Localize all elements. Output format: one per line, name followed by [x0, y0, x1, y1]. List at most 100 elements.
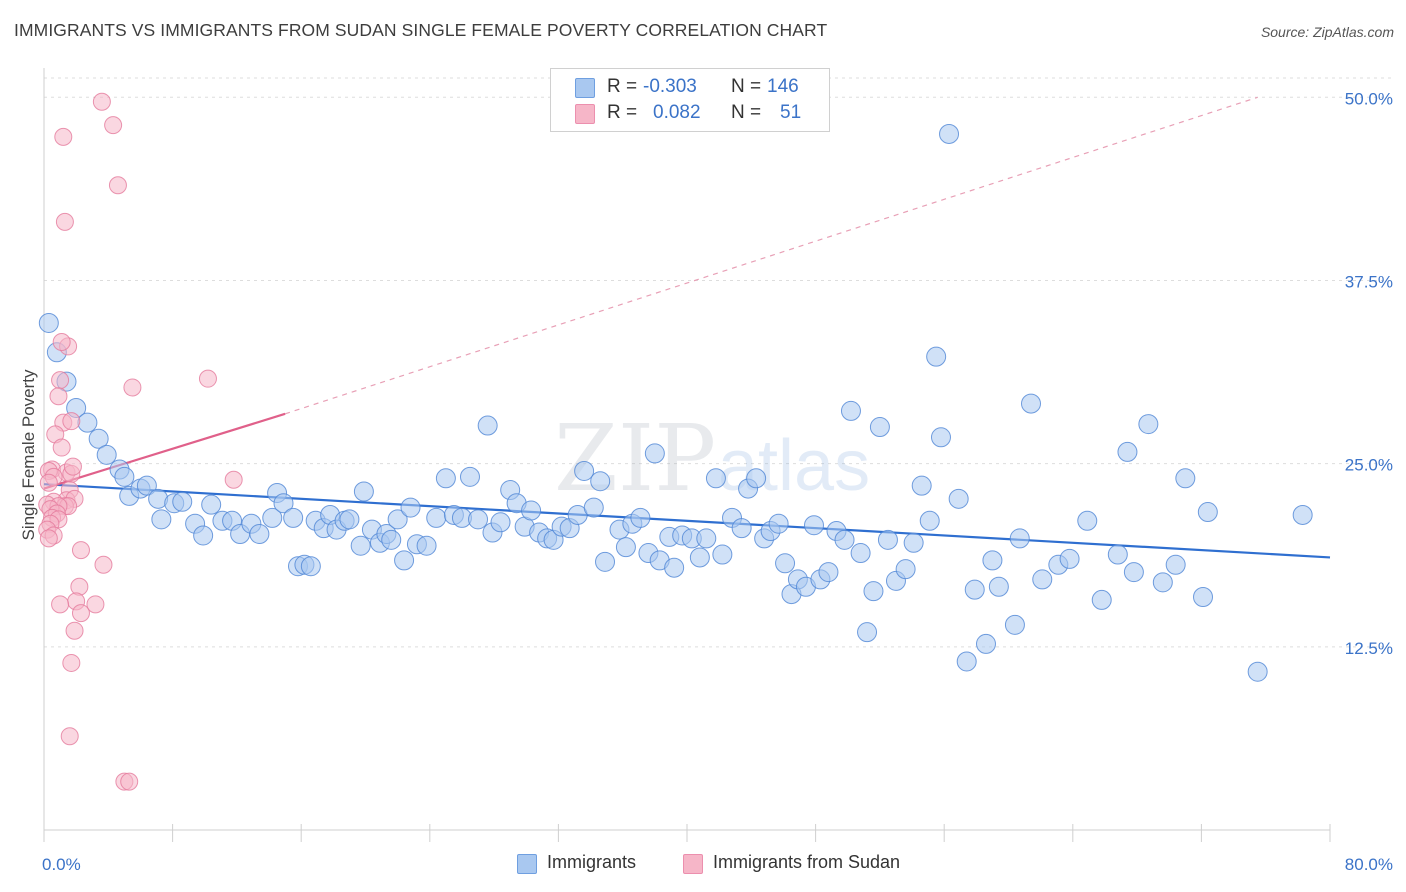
immigrants-point [939, 123, 960, 144]
immigrants-point [615, 537, 636, 558]
immigrants-point [630, 507, 651, 528]
watermark: ZIP atlas [554, 405, 870, 512]
immigrants-point [850, 543, 871, 564]
immigrants-point [339, 509, 360, 530]
immigrants-point [1197, 502, 1218, 523]
immigrants-point [877, 529, 898, 550]
sudan-point [71, 604, 90, 623]
immigrants-point [1059, 548, 1080, 569]
data-points [38, 92, 1313, 791]
immigrants-point [273, 493, 294, 514]
immigrants-point [300, 556, 321, 577]
immigrants-point [911, 475, 932, 496]
axes [43, 68, 1331, 842]
sudan-point [60, 727, 79, 746]
immigrants-point [595, 551, 616, 572]
immigrants-point [948, 488, 969, 509]
legend-label-immigrants: Immigrants [547, 852, 637, 872]
sudan-point [120, 772, 139, 791]
immigrants-point [490, 512, 511, 533]
sudan-point [108, 176, 127, 195]
immigrants-point [988, 576, 1009, 597]
legend-swatch-sudan [575, 104, 595, 124]
r-label: R = [607, 76, 638, 97]
immigrants-point [1021, 393, 1042, 414]
y-tick-label: 12.5% [1345, 639, 1393, 658]
y-tick-label: 25.0% [1345, 456, 1393, 475]
sudan-point [49, 387, 68, 406]
immigrants-point [1107, 544, 1128, 565]
immigrants-point [96, 444, 117, 465]
sudan-point [71, 541, 90, 560]
x-tick-label: 0.0% [42, 855, 81, 874]
legend-label-sudan: Immigrants from Sudan [713, 852, 901, 872]
immigrants-point [919, 510, 940, 531]
immigrants-point [1247, 661, 1268, 682]
immigrants-point [435, 468, 456, 489]
immigrants-point [746, 468, 767, 489]
immigrants-point [705, 468, 726, 489]
immigrants-point [768, 513, 789, 534]
immigrants-point [459, 466, 480, 487]
sudan-point [62, 412, 81, 431]
immigrants-point [956, 651, 977, 672]
stats-legend: R = -0.303 N = 146 R = 0.082 N = 51 [550, 68, 830, 132]
immigrants-point [201, 494, 222, 515]
immigrants-point [114, 466, 135, 487]
immigrants-point [151, 509, 172, 530]
r-label: R = [607, 102, 638, 123]
y-tick-label: 37.5% [1345, 272, 1393, 291]
x-tick-label: 80.0% [1345, 855, 1393, 874]
sudan-point [65, 621, 84, 640]
sudan-point [52, 438, 71, 457]
sudan-point [54, 127, 73, 146]
immigrants-point [574, 460, 595, 481]
immigrants-point [930, 427, 951, 448]
trend-line-1 [43, 412, 286, 490]
immigrants-point [521, 500, 542, 521]
source-note: Source: ZipAtlas.com [1260, 24, 1394, 40]
immigrants-point [416, 535, 437, 556]
immigrants-point [590, 471, 611, 492]
immigrants-point [1032, 569, 1053, 590]
immigrants-point [1091, 589, 1112, 610]
tick-labels: 12.5% 25.0% 37.5% 50.0% 0.0% 80.0% [42, 89, 1393, 874]
immigrants-point [1077, 510, 1098, 531]
immigrants-point [664, 557, 685, 578]
y-tick-label: 50.0% [1345, 89, 1393, 108]
immigrants-point [982, 550, 1003, 571]
immigrants-point [857, 622, 878, 643]
sudan-point [70, 577, 89, 596]
immigrants-point [1138, 414, 1159, 435]
immigrants-point [193, 525, 214, 546]
immigrants-point [803, 515, 824, 536]
watermark-zip: ZIP [554, 405, 716, 512]
immigrants-point [863, 581, 884, 602]
r-value: 0.082 [653, 102, 701, 123]
immigrants-point [818, 562, 839, 583]
immigrants-point [644, 443, 665, 464]
immigrants-point [77, 412, 98, 433]
immigrants-point [1117, 441, 1138, 462]
immigrants-point [381, 529, 402, 550]
immigrants-point [1009, 528, 1030, 549]
sudan-point [52, 333, 71, 352]
immigrants-point [172, 491, 193, 512]
immigrants-point [136, 475, 157, 496]
legend-swatch-sudan [683, 854, 703, 874]
trend-extension-1 [284, 96, 1258, 415]
sudan-point [224, 470, 243, 489]
sudan-point [51, 595, 70, 614]
sudan-point [123, 378, 142, 397]
immigrants-point [1175, 468, 1196, 489]
sudan-point [39, 473, 58, 492]
immigrants-point [1165, 554, 1186, 575]
sudan-point [39, 529, 58, 548]
sudan-point [104, 116, 123, 135]
immigrants-point [387, 509, 408, 530]
n-value: 146 [767, 76, 799, 97]
sudan-point [94, 555, 113, 574]
legend-swatch-immigrants [575, 78, 595, 98]
sudan-point [86, 595, 105, 614]
